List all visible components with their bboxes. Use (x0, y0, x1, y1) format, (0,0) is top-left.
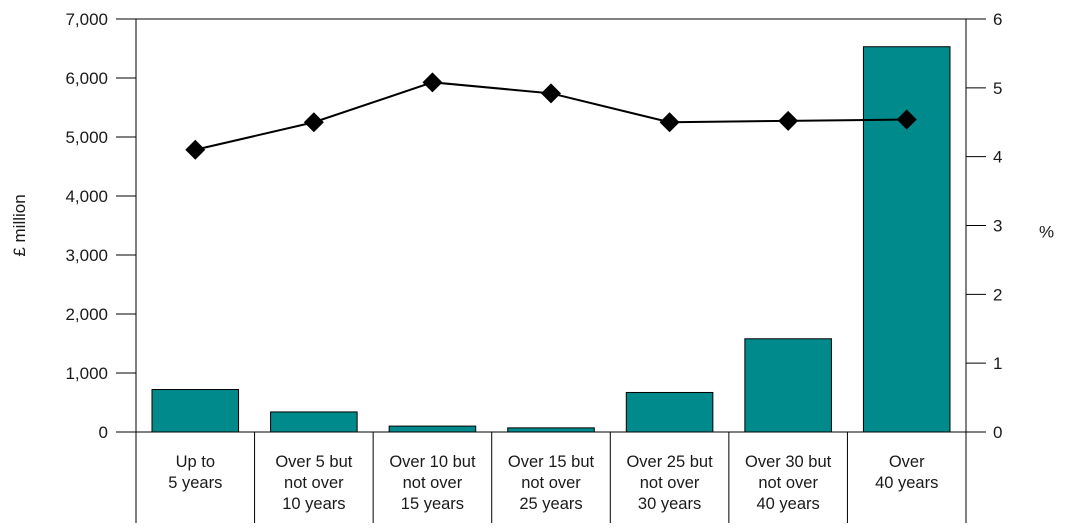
x-tick-label: Over 25 but not over 30 years (626, 453, 713, 513)
x-tick-label-line: 40 years (756, 495, 819, 513)
y-tick-label-right: 4 (993, 148, 1002, 167)
y-tick-label-left: 3,000 (65, 246, 108, 265)
line-point (185, 139, 206, 160)
y-tick-label-left: 6,000 (65, 69, 108, 88)
line-point (659, 112, 680, 133)
bar (862, 46, 951, 433)
x-tick-label: Over 15 but not over 25 years (508, 453, 595, 513)
line-point (541, 83, 561, 104)
y-tick-label-left: 1,000 (65, 364, 108, 383)
line-series (185, 72, 917, 160)
x-tick-label: Over 30 but not over 40 years (745, 453, 832, 513)
x-tick-label-line: Up to (176, 453, 215, 471)
x-tick-label-line: not over (521, 474, 581, 492)
y-tick-label-right: 1 (993, 354, 1002, 373)
x-tick-label-line: not over (284, 474, 344, 492)
x-tick-label-line: 40 years (875, 474, 938, 492)
x-tick-label-line: Over 15 but (508, 453, 595, 471)
line-point (896, 109, 917, 130)
x-tick-label-line: Over 25 but (626, 453, 713, 471)
x-tick-label-line: Over 10 but (389, 453, 476, 471)
line-point (303, 112, 324, 133)
x-tick-label: Over 40 years (875, 453, 938, 492)
tick-labels: 0 1,000 2,000 3,000 4,000 5,000 6,000 7,000 0 1 2 3… (65, 10, 1002, 513)
y-tick-label-right: 3 (993, 217, 1002, 236)
bar (625, 391, 714, 433)
y-tick-label-right: 2 (993, 285, 1002, 304)
y-tick-label-right: 6 (993, 10, 1002, 29)
x-tick-label-line: not over (758, 474, 818, 492)
bar-series (151, 46, 951, 433)
x-tick-label-line: Over 5 but (275, 453, 352, 471)
x-tick-label-line: not over (640, 474, 700, 492)
x-tick-label-line: 10 years (282, 495, 345, 513)
x-tick-label-line: 30 years (638, 495, 701, 513)
x-tick-label-line: Over 30 but (745, 453, 832, 471)
x-tick-label: Up to 5 years (168, 453, 222, 492)
line-point (778, 110, 799, 131)
x-tick-label-line: 15 years (401, 495, 464, 513)
y-tick-label-left: 7,000 (65, 10, 108, 29)
y-axis-title-left: £ million (10, 194, 29, 256)
bar (388, 425, 477, 433)
y-axis-title-right: % (1039, 223, 1054, 242)
bar (507, 427, 595, 433)
x-tick-label: Over 10 but not over 15 years (389, 453, 476, 513)
x-tick-label-line: 25 years (519, 495, 582, 513)
y-tick-label-left: 5,000 (65, 128, 108, 147)
y-tick-label-left: 0 (99, 423, 108, 442)
y-tick-label-left: 2,000 (65, 305, 108, 324)
y-tick-label-left: 4,000 (65, 187, 108, 206)
x-tick-label-line: 5 years (168, 474, 222, 492)
bar (270, 411, 358, 433)
x-tick-label-line: not over (403, 474, 463, 492)
x-tick-label: Over 5 but not over 10 years (275, 453, 352, 513)
y-tick-label-right: 0 (993, 423, 1002, 442)
bar (151, 389, 240, 433)
line-point (422, 72, 443, 93)
bar (744, 338, 832, 433)
y-tick-label-right: 5 (993, 79, 1002, 98)
x-tick-label-line: Over (889, 453, 925, 471)
